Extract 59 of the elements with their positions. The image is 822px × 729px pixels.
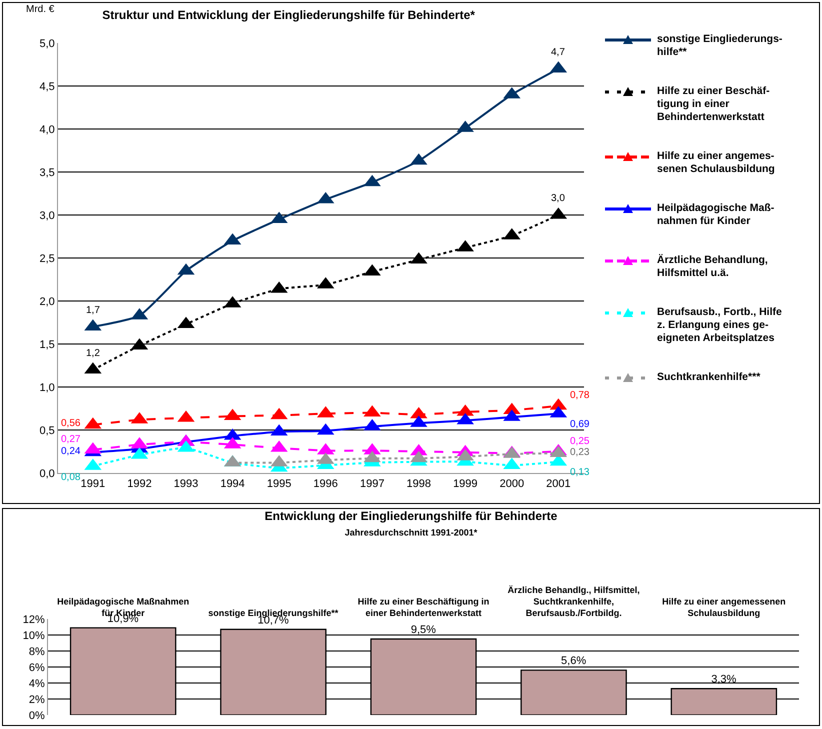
x-tick-label: Ärzliche Behandlg., Hilfsmittel, Suchtkrankenhilfe, Berufsausb./Fortbildg.	[508, 584, 640, 618]
x-tick-label: 1997	[360, 478, 384, 490]
y-tick-label: 3,0	[40, 210, 55, 222]
x-tick-label: 1999	[453, 478, 478, 490]
legend-label: Hilfe zu einer Beschäf- tigung in einer Behindertenwerkstatt	[657, 85, 770, 124]
data-label: 0,23	[570, 447, 590, 458]
data-label: 0,56	[61, 418, 81, 429]
data-label: 0,27	[61, 434, 81, 445]
legend-label: Berufsausb., Fortb., Hilfe z. Erlangung eines ge- eigneten Arbeitsplatzes	[657, 306, 782, 345]
data-label: 4,7	[551, 47, 566, 58]
data-label: 0,13	[570, 467, 590, 478]
legend-label: Heilpädagogische Maß- nahmen für Kinder	[657, 202, 774, 228]
x-tick-label: 1992	[127, 478, 152, 490]
x-tick-label: 1994	[220, 478, 245, 490]
data-label: 1,2	[86, 348, 100, 359]
y-tick-label: 10%	[22, 630, 46, 642]
chart-title: Struktur und Entwicklung der Eingliederungshilfe für Behinderte*	[102, 8, 476, 22]
x-tick-label: 2001	[546, 478, 571, 490]
data-label: 0,24	[61, 446, 81, 457]
x-tick-label: 2000	[500, 478, 524, 490]
y-axis-title: Mrd. €	[26, 4, 55, 15]
legend-label: Ärztliche Behandlung, Hilfsmittel u.ä.	[657, 254, 768, 280]
data-label: 1,7	[86, 305, 100, 316]
x-tick-label: 1996	[313, 478, 338, 490]
y-tick-label: 0%	[28, 710, 46, 722]
legend-label: Suchtkrankenhilfe***	[657, 371, 760, 384]
x-tick-label: Hilfe zu einer Beschäftigung in einer Behindertenwerkstatt	[358, 596, 490, 618]
y-tick-label: 4,5	[40, 80, 55, 93]
y-tick-label: 6%	[28, 662, 46, 674]
y-tick-label: 2,5	[40, 252, 55, 265]
y-tick-label: 3,5	[40, 166, 55, 179]
data-label: 9,5%	[410, 624, 436, 636]
data-label: 0,08	[61, 472, 81, 483]
data-label: 0,78	[570, 390, 590, 401]
x-tick-label: 1998	[406, 478, 431, 490]
data-label: 0,25	[570, 436, 590, 447]
chart-title: Entwicklung der Eingliederungshilfe für Behinderte	[264, 508, 558, 523]
y-tick-label: 0,5	[40, 424, 55, 437]
y-tick-label: 4,0	[40, 124, 55, 136]
y-tick-label: 1,0	[40, 382, 55, 394]
y-tick-label: 8%	[28, 646, 46, 658]
y-tick-label: 4%	[28, 678, 46, 690]
data-label: 0,69	[570, 419, 590, 430]
x-tick-label: 1993	[174, 478, 198, 490]
data-label: 3,0	[551, 193, 566, 204]
y-tick-label: 1,5	[40, 338, 55, 351]
y-tick-label: 2%	[28, 694, 46, 706]
y-tick-label: 12%	[22, 614, 46, 626]
chart-subtitle: Jahresdurchschnitt 1991-2001*	[344, 527, 478, 538]
legend-label: Hilfe zu einer angemes- senen Schulausbildung	[657, 150, 775, 176]
y-tick-label: 2,0	[40, 296, 55, 308]
y-tick-label: 5,0	[40, 38, 55, 50]
legend-label: sonstige Eingliederungs- hilfe**	[657, 33, 782, 59]
y-tick-label: 0,0	[40, 468, 55, 480]
data-label: 5,6%	[561, 655, 586, 668]
x-tick-label: 1991	[80, 478, 106, 490]
x-tick-label: Hilfe zu einer angemessenen Schulausbildung	[662, 596, 786, 618]
x-tick-label: sonstige Eingliederungshilfe**	[208, 608, 339, 618]
x-tick-label: 1995	[266, 478, 292, 490]
